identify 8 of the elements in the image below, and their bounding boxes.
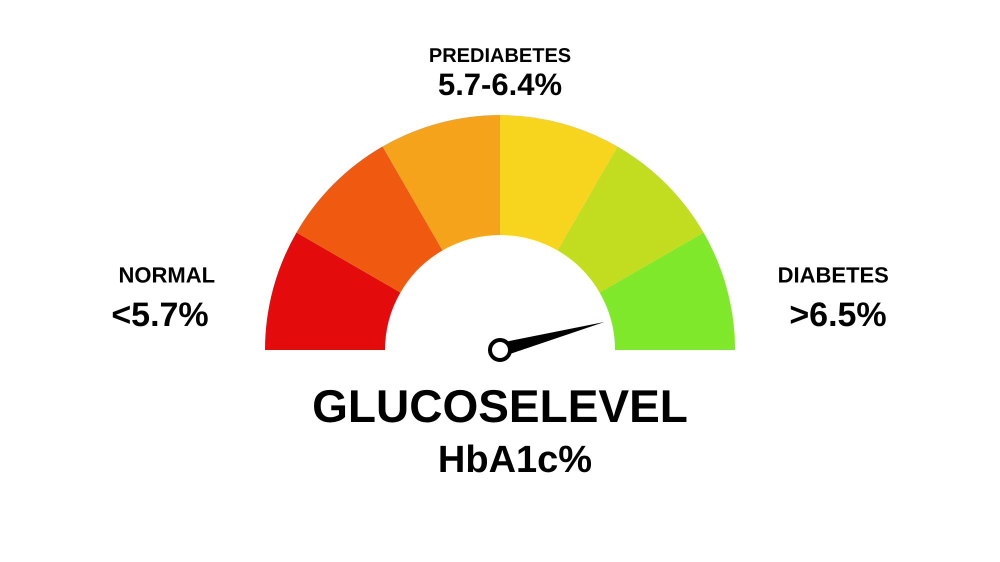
text: PREDIABETES: [428, 45, 572, 67]
text: <5.7%: [111, 296, 209, 334]
text: HbA1c%: [438, 439, 592, 481]
slice-label: DIABETES: [778, 262, 889, 288]
text: 5.7-6.4%: [438, 67, 562, 102]
slice-label: NORMAL: [118, 262, 216, 288]
text: >6.5%: [789, 296, 887, 334]
text: GLUCOSELEVEL: [312, 380, 688, 432]
